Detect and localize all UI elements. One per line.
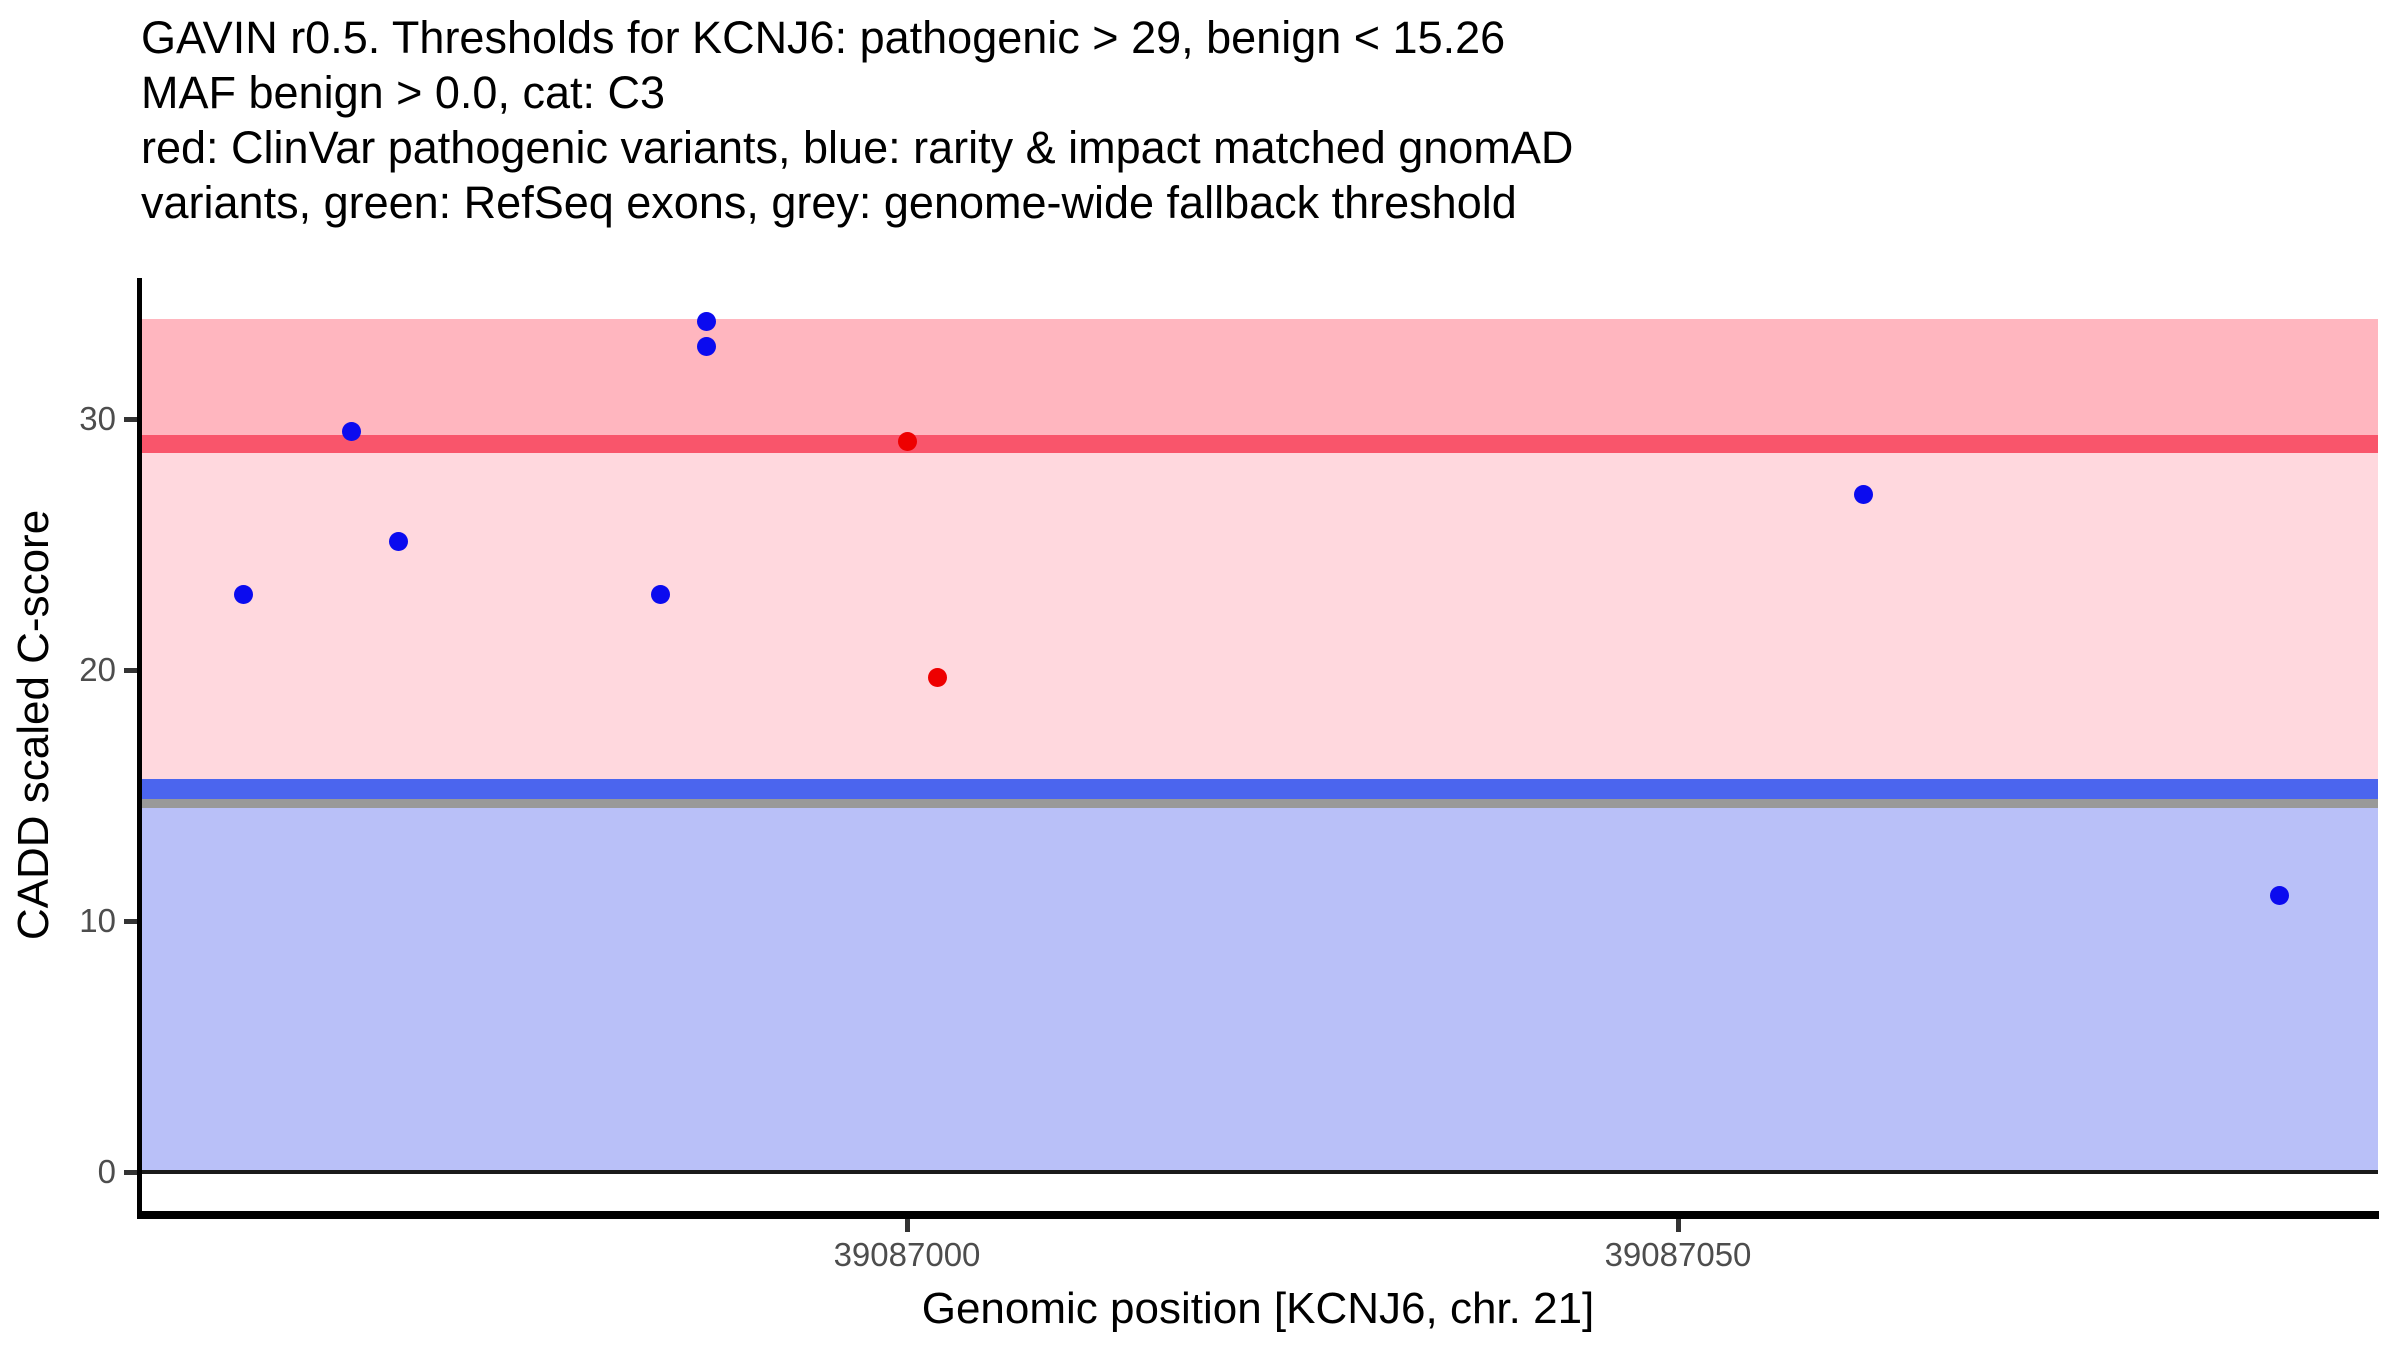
- y-tick-mark: [124, 918, 138, 924]
- y-tick-mark: [124, 667, 138, 673]
- band-vous-zone: [142, 444, 2378, 789]
- x-tick-label: 39087000: [833, 1236, 981, 1273]
- benign-threshold-line: [142, 778, 2378, 799]
- y-tick-label: 30: [79, 400, 116, 437]
- plot-title-line-2: MAF benign > 0.0, cat: C3: [141, 67, 666, 118]
- y-axis-line: [137, 278, 142, 1219]
- pathogenic-threshold-line: [142, 435, 2378, 454]
- x-tick-mark: [904, 1219, 910, 1232]
- data-point-gnomad: [650, 585, 670, 605]
- y-tick-mark: [124, 1169, 138, 1175]
- x-tick-mark: [1675, 1219, 1681, 1232]
- data-point-gnomad: [234, 585, 254, 605]
- data-point-gnomad: [342, 422, 362, 442]
- y-tick-mark: [124, 416, 138, 422]
- y-tick-label: 20: [79, 651, 116, 688]
- plot-title-line-4: variants, green: RefSeq exons, grey: gen…: [141, 177, 1517, 228]
- genome-wide-fallback-threshold-line: [142, 798, 2378, 809]
- data-point-gnomad: [2269, 886, 2289, 906]
- band-pathogenic-zone: [142, 318, 2378, 445]
- x-axis-title: Genomic position [KCNJ6, chr. 21]: [921, 1284, 1595, 1333]
- y-tick-label: 10: [79, 902, 116, 939]
- y-axis-title: CADD scaled C-score: [9, 509, 58, 941]
- x-tick-label: 39087050: [1604, 1236, 1752, 1273]
- data-point-clinvar: [928, 668, 948, 688]
- data-point-gnomad: [697, 336, 717, 356]
- zero-baseline-line: [142, 1170, 2378, 1174]
- plot-title-line-3: red: ClinVar pathogenic variants, blue: …: [141, 122, 1574, 173]
- plot-title-line-1: GAVIN r0.5. Thresholds for KCNJ6: pathog…: [141, 12, 1506, 63]
- data-point-gnomad: [697, 311, 717, 331]
- y-tick-label: 0: [97, 1153, 116, 1190]
- band-benign-zone: [142, 788, 2378, 1172]
- data-point-gnomad: [388, 532, 408, 552]
- data-point-clinvar: [897, 432, 917, 452]
- x-axis-line: [137, 1211, 2379, 1219]
- data-point-gnomad: [1853, 484, 1873, 504]
